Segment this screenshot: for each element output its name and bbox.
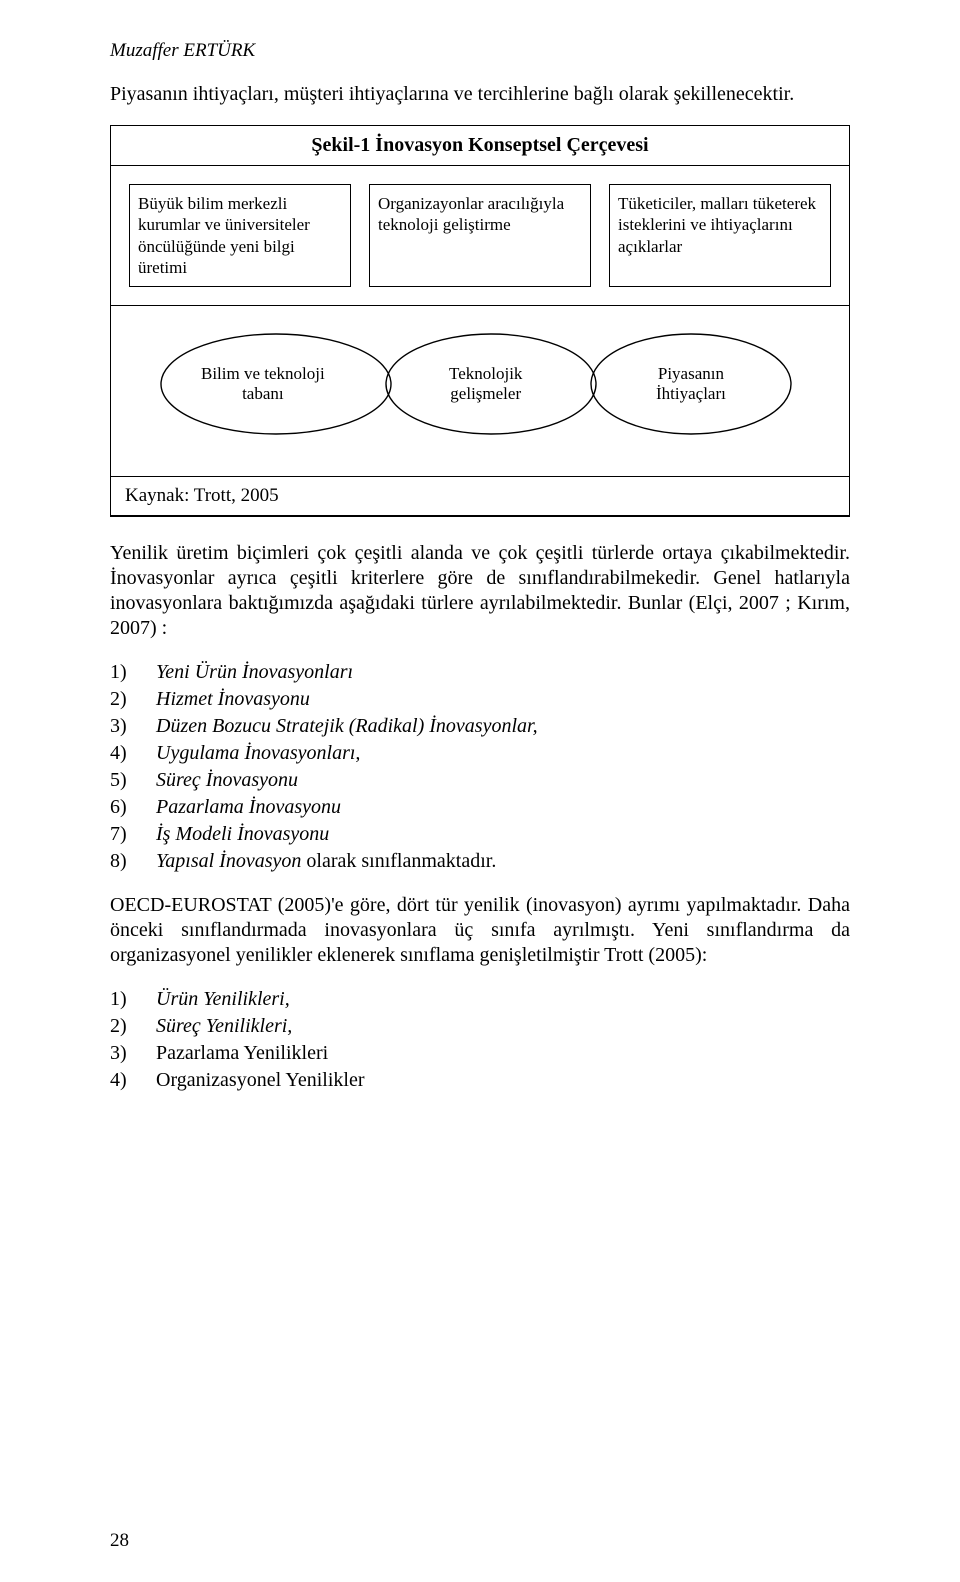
list-item-number: 5) xyxy=(110,767,156,794)
list-item: 7)İş Modeli İnovasyonu xyxy=(110,821,850,848)
list-item-text: Pazarlama İnovasyonu xyxy=(156,794,850,821)
ellipse-label-line: Bilim ve teknoloji xyxy=(201,364,325,383)
list-item-number: 1) xyxy=(110,986,156,1013)
list-item: 4)Organizasyonel Yenilikler xyxy=(110,1067,850,1094)
figure-boxes-row: Büyük bilim merkezli kurumlar ve ünivers… xyxy=(111,166,849,305)
list-item-number: 1) xyxy=(110,659,156,686)
list-item-number: 6) xyxy=(110,794,156,821)
page: Muzaffer ERTÜRK Piyasanın ihtiyaçları, m… xyxy=(0,0,960,1582)
list-item-number: 7) xyxy=(110,821,156,848)
list-item-text: Süreç Yenilikleri, xyxy=(156,1013,850,1040)
ellipse-label: Piyasanın İhtiyaçları xyxy=(656,364,726,405)
list-item-number: 2) xyxy=(110,686,156,713)
ellipse-label-line: İhtiyaçları xyxy=(656,384,726,403)
ellipse-label-line: Teknolojik xyxy=(449,364,522,383)
list-item-text: Organizasyonel Yenilikler xyxy=(156,1067,850,1094)
list-item-text: Ürün Yenilikleri, xyxy=(156,986,850,1013)
ellipse-label-line: tabanı xyxy=(242,384,284,403)
list-item-text: Süreç İnovasyonu xyxy=(156,767,850,794)
list-item: 1)Yeni Ürün İnovasyonları xyxy=(110,659,850,686)
figure-ellipses: Bilim ve teknoloji tabanı Teknolojik gel… xyxy=(111,306,849,476)
list-item: 3)Pazarlama Yenilikleri xyxy=(110,1040,850,1067)
intro-paragraph: Piyasanın ihtiyaçları, müşteri ihtiyaçla… xyxy=(110,82,850,107)
paragraph-3: OECD-EUROSTAT (2005)'e göre, dört tür ye… xyxy=(110,893,850,968)
paragraph-2: Yenilik üretim biçimleri çok çeşitli ala… xyxy=(110,541,850,641)
list-item: 8)Yapısal İnovasyon olarak sınıflanmakta… xyxy=(110,848,850,875)
list-item-text: Pazarlama Yenilikleri xyxy=(156,1040,850,1067)
list-2: 1)Ürün Yenilikleri,2)Süreç Yenilikleri,3… xyxy=(110,986,850,1094)
list-item: 6)Pazarlama İnovasyonu xyxy=(110,794,850,821)
list-item-text: Düzen Bozucu Stratejik (Radikal) İnovasy… xyxy=(156,713,850,740)
list-item: 4)Uygulama İnovasyonları, xyxy=(110,740,850,767)
ellipse-label: Teknolojik gelişmeler xyxy=(449,364,522,405)
figure-container: Şekil-1 İnovasyon Konseptsel Çerçevesi B… xyxy=(110,125,850,517)
ellipse-label-line: Piyasanın xyxy=(658,364,724,383)
list-item-text: Uygulama İnovasyonları, xyxy=(156,740,850,767)
figure-source: Kaynak: Trott, 2005 xyxy=(111,476,849,516)
running-head: Muzaffer ERTÜRK xyxy=(110,40,850,62)
figure-box: Organizayonlar aracılığıyla teknoloji ge… xyxy=(369,184,591,287)
list-item-text: Yeni Ürün İnovasyonları xyxy=(156,659,850,686)
figure-box: Tüketiciler, malları tüketerek istekleri… xyxy=(609,184,831,287)
page-number: 28 xyxy=(110,1530,129,1552)
figure-title: Şekil-1 İnovasyon Konseptsel Çerçevesi xyxy=(111,126,849,166)
list-item-number: 3) xyxy=(110,1040,156,1067)
list-item: 5)Süreç İnovasyonu xyxy=(110,767,850,794)
list-item: 2)Süreç Yenilikleri, xyxy=(110,1013,850,1040)
list-item-text: Yapısal İnovasyon olarak sınıflanmaktadı… xyxy=(156,848,850,875)
figure-boxes-row-border: Büyük bilim merkezli kurumlar ve ünivers… xyxy=(111,166,849,306)
ellipse-label-line: gelişmeler xyxy=(450,384,521,403)
figure-box: Büyük bilim merkezli kurumlar ve ünivers… xyxy=(129,184,351,287)
list-item-number: 2) xyxy=(110,1013,156,1040)
list-item-number: 4) xyxy=(110,1067,156,1094)
list-item-number: 8) xyxy=(110,848,156,875)
list-item-number: 3) xyxy=(110,713,156,740)
list-item-number: 4) xyxy=(110,740,156,767)
list-item: 1)Ürün Yenilikleri, xyxy=(110,986,850,1013)
list-item-text: İş Modeli İnovasyonu xyxy=(156,821,850,848)
list-item: 3)Düzen Bozucu Stratejik (Radikal) İnova… xyxy=(110,713,850,740)
list-1: 1)Yeni Ürün İnovasyonları2)Hizmet İnovas… xyxy=(110,659,850,875)
ellipse-label: Bilim ve teknoloji tabanı xyxy=(201,364,325,405)
list-item-text: Hizmet İnovasyonu xyxy=(156,686,850,713)
list-item: 2)Hizmet İnovasyonu xyxy=(110,686,850,713)
